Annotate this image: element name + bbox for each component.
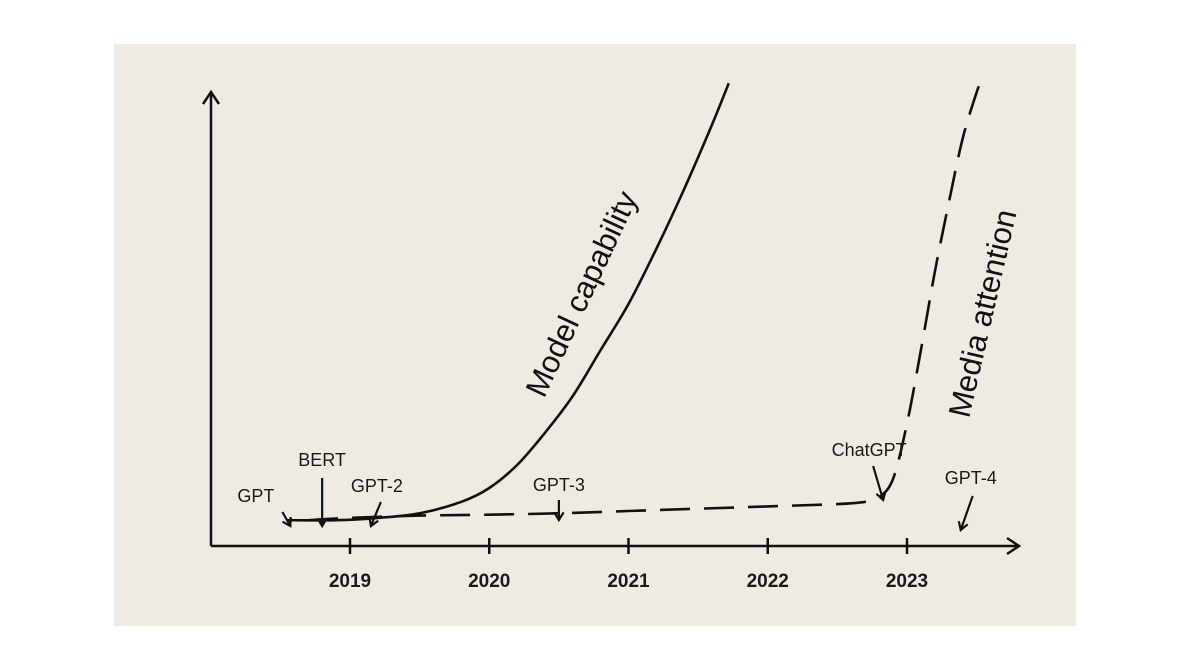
annotation-arrow-gpt-2 — [369, 501, 382, 527]
annotation-arrowhead-gpt-3 — [553, 511, 565, 523]
annotation-label-gpt-2: GPT-2 — [351, 476, 403, 496]
annotation-label-bert: BERT — [298, 450, 346, 470]
x-axis-arrowhead — [1006, 536, 1022, 556]
x-tick-label-2023: 2023 — [886, 571, 928, 592]
x-tick-label-2020: 2020 — [468, 571, 510, 592]
chart-background — [114, 44, 1076, 626]
annotation-label-gpt: GPT — [237, 486, 274, 506]
y-axis-arrowhead — [201, 89, 221, 105]
annotation-arrow-gpt — [281, 511, 292, 527]
x-tick-label-2019: 2019 — [329, 571, 371, 592]
annotation-label-gpt-4: GPT-4 — [945, 468, 997, 488]
series-line-media-attention — [308, 73, 985, 522]
annotation-arrowhead-gpt-2 — [368, 516, 379, 528]
annotation-label-chatgpt: ChatGPT — [832, 440, 907, 460]
chart-panel: 2019 2020 2021 2022 2023 Model capability Medi… — [114, 44, 1076, 626]
annotation-arrowhead-gpt — [281, 516, 292, 528]
annotation-arrow-gpt-4 — [959, 495, 974, 531]
x-tick-label-2022: 2022 — [747, 571, 789, 592]
annotation-arrowhead-bert — [316, 517, 328, 529]
x-tick-label-2021: 2021 — [607, 571, 650, 592]
annotation-label-gpt-3: GPT-3 — [533, 475, 585, 495]
annotation-arrow-chatgpt — [872, 465, 885, 501]
series-line-model-capability — [287, 82, 730, 522]
annotation-arrowhead-chatgpt — [875, 491, 887, 503]
annotation-arrowhead-gpt-4 — [957, 520, 969, 532]
